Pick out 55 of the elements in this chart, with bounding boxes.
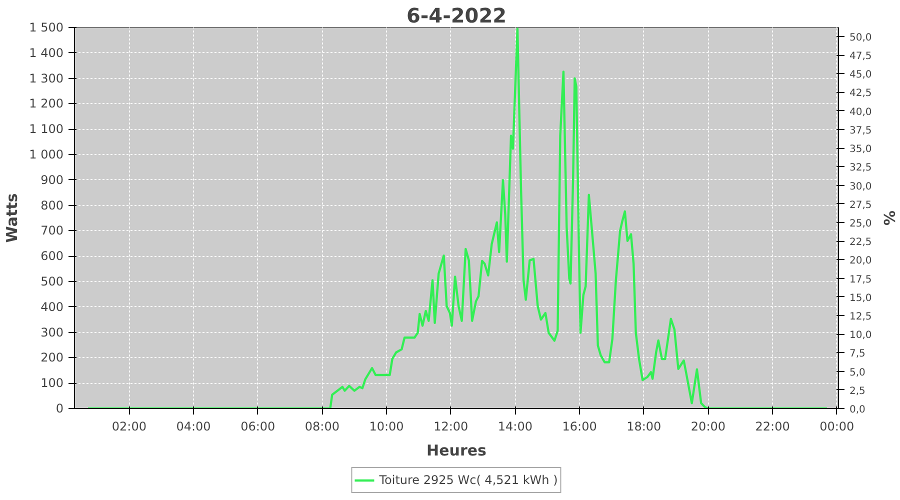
y2-tick-label: 40,0 — [850, 106, 872, 118]
x-tick-label: 20:00 — [690, 420, 726, 434]
y-tick-label: 0 — [56, 402, 64, 416]
x-tick-label: 04:00 — [176, 420, 211, 434]
legend-label: Toiture 2925 Wc( 4,521 kWh ) — [379, 473, 558, 487]
line-series — [86, 28, 828, 408]
x-tick-label: 06:00 — [240, 420, 276, 434]
y2-tick-label: 42,5 — [850, 88, 872, 100]
y2-tick-label: 12,5 — [850, 311, 872, 322]
y-tick-label: 1 000 — [29, 148, 64, 162]
y-tick-label: 1 300 — [29, 71, 64, 86]
y-tick-label: 600 — [40, 249, 64, 264]
chart-title: 6-4-2022 — [406, 4, 507, 28]
y2-tick-label: 7,5 — [850, 348, 866, 360]
x-tick-label: 22:00 — [755, 420, 790, 434]
y2-tick-label: 25,0 — [850, 218, 872, 230]
y2-tick-label: 22,5 — [850, 237, 872, 248]
x-tick-label: 14:00 — [498, 420, 533, 434]
y-tick-label: 400 — [40, 300, 64, 314]
y2-tick-label: 15,0 — [850, 292, 872, 304]
y-tick-label: 1 400 — [29, 46, 64, 60]
y-tick-label: 1 100 — [29, 122, 64, 136]
y2-axis-title: % — [880, 210, 898, 226]
y-tick-label: 100 — [40, 376, 64, 390]
y2-tick-label: 2,5 — [850, 386, 866, 397]
y2-tick-label: 0,0 — [850, 404, 866, 416]
x-tick-label: 02:00 — [112, 420, 146, 434]
y2-tick-label: 17,5 — [850, 274, 872, 286]
y-axis-title: Watts — [3, 193, 22, 243]
y2-tick-label: 50,0 — [850, 32, 872, 44]
y2-tick-label: 47,5 — [850, 51, 872, 62]
y2-tick-label: 32,5 — [850, 162, 872, 174]
y2-tick-label: 35,0 — [850, 144, 872, 156]
y-tick-label: 1 500 — [29, 20, 64, 34]
x-tick-label: 00:00 — [820, 420, 854, 434]
x-tick-label: 16:00 — [562, 420, 597, 434]
y2-tick-label: 37,5 — [850, 125, 872, 136]
y-tick-label: 200 — [40, 350, 64, 365]
y-tick-label: 800 — [40, 198, 64, 212]
x-axis-title: Heures — [426, 442, 487, 460]
y2-tick-label: 5,0 — [850, 367, 866, 378]
y-tick-label: 500 — [40, 274, 64, 288]
y2-tick-label: 45,0 — [850, 70, 872, 81]
y-tick-label: 700 — [40, 224, 64, 238]
x-tick-label: 08:00 — [304, 420, 340, 434]
y2-tick-label: 10,0 — [850, 330, 872, 342]
y-tick-label: 900 — [40, 172, 64, 187]
x-tick-label: 10:00 — [369, 420, 404, 434]
y2-tick-label: 30,0 — [850, 181, 872, 192]
x-tick-label: 12:00 — [434, 420, 468, 434]
y2-tick-label: 27,5 — [850, 200, 872, 211]
y-tick-label: 300 — [40, 325, 64, 340]
y2-tick-label: 20,0 — [850, 256, 872, 267]
y-tick-label: 1 200 — [29, 96, 64, 111]
x-tick-label: 18:00 — [626, 420, 662, 434]
